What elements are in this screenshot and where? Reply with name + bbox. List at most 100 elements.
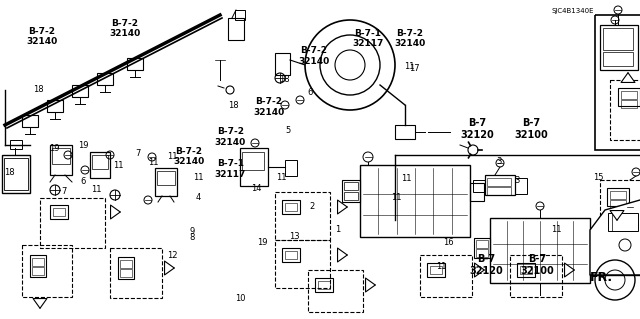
Bar: [282, 248, 300, 262]
Bar: [285, 160, 297, 176]
Text: 11: 11: [401, 174, 412, 183]
Text: 9: 9: [189, 227, 195, 236]
Text: B-7-2
32140: B-7-2 32140: [215, 128, 246, 147]
Text: 2: 2: [310, 202, 315, 211]
Bar: [50, 205, 68, 219]
Bar: [22, 115, 38, 127]
Text: 11: 11: [193, 173, 204, 182]
Text: B-7-2
32140: B-7-2 32140: [394, 29, 425, 48]
Bar: [603, 52, 633, 66]
Bar: [118, 257, 134, 279]
Bar: [487, 187, 511, 195]
Bar: [155, 168, 177, 196]
Bar: [610, 80, 640, 140]
Bar: [275, 192, 330, 240]
Bar: [52, 148, 70, 164]
Bar: [30, 255, 46, 277]
Bar: [282, 200, 300, 214]
Text: 19: 19: [49, 144, 60, 153]
Bar: [608, 213, 638, 231]
Bar: [32, 258, 44, 266]
Bar: [53, 208, 65, 216]
Bar: [32, 267, 44, 275]
Text: 18: 18: [33, 85, 44, 94]
Text: 4: 4: [196, 193, 201, 202]
Text: 18: 18: [4, 168, 15, 177]
Text: B-7-2
32140: B-7-2 32140: [109, 19, 140, 38]
Text: 18: 18: [228, 101, 239, 110]
Bar: [603, 28, 633, 50]
Bar: [517, 263, 535, 277]
Bar: [621, 100, 637, 108]
Text: 11: 11: [392, 193, 402, 202]
Text: B-7
32120: B-7 32120: [470, 254, 503, 276]
Bar: [92, 155, 108, 169]
Text: 1: 1: [335, 225, 340, 234]
Bar: [515, 178, 527, 194]
Text: 19: 19: [257, 238, 268, 247]
Text: B-7-1
32117: B-7-1 32117: [214, 160, 246, 179]
Text: 6: 6: [308, 88, 313, 97]
Bar: [90, 152, 110, 178]
Text: B-7
32100: B-7 32100: [515, 118, 548, 140]
Text: 7: 7: [61, 187, 67, 196]
Text: B-7-2
32140: B-7-2 32140: [173, 147, 204, 166]
Bar: [610, 200, 626, 208]
Bar: [600, 25, 638, 70]
Bar: [473, 180, 485, 192]
Bar: [4, 158, 28, 190]
Bar: [476, 240, 488, 248]
Bar: [487, 178, 511, 186]
Bar: [10, 140, 22, 149]
Polygon shape: [590, 200, 640, 275]
Text: 5: 5: [285, 126, 291, 135]
Bar: [510, 255, 562, 297]
Bar: [395, 125, 415, 139]
Bar: [242, 152, 264, 170]
Bar: [595, 15, 640, 150]
Bar: [342, 180, 360, 202]
Bar: [621, 91, 637, 99]
Bar: [97, 73, 113, 85]
Bar: [420, 255, 472, 297]
Bar: [275, 240, 330, 288]
Text: FR.: FR.: [590, 271, 613, 284]
Bar: [622, 213, 640, 221]
Text: B-7-1
32117: B-7-1 32117: [352, 29, 384, 48]
Text: 6: 6: [81, 177, 86, 186]
Text: 8: 8: [189, 233, 195, 242]
Bar: [620, 210, 640, 232]
Bar: [344, 182, 358, 190]
Text: 11: 11: [276, 173, 287, 182]
Bar: [610, 191, 626, 199]
Text: 10: 10: [235, 294, 245, 303]
Bar: [22, 245, 72, 297]
Bar: [618, 88, 640, 106]
Bar: [600, 180, 640, 240]
Text: 14: 14: [251, 184, 261, 193]
Bar: [622, 222, 640, 230]
Bar: [308, 270, 363, 312]
Text: B-7
32120: B-7 32120: [460, 118, 493, 140]
Bar: [485, 175, 515, 195]
Bar: [285, 203, 297, 211]
Bar: [120, 260, 132, 268]
Bar: [427, 263, 445, 277]
Text: 11: 11: [404, 63, 415, 71]
Text: 17: 17: [410, 64, 420, 73]
Bar: [520, 266, 532, 274]
Bar: [127, 58, 143, 70]
Text: 11: 11: [168, 152, 178, 161]
Bar: [470, 183, 484, 201]
Bar: [240, 148, 268, 186]
Bar: [275, 53, 290, 75]
Text: B-7-2
32140: B-7-2 32140: [253, 97, 284, 116]
Bar: [607, 188, 629, 206]
Bar: [120, 269, 132, 277]
Bar: [474, 238, 490, 258]
Text: 13: 13: [289, 232, 300, 241]
Bar: [72, 85, 88, 97]
Text: 11: 11: [91, 185, 101, 194]
Text: 11: 11: [436, 262, 447, 271]
Bar: [315, 278, 333, 292]
